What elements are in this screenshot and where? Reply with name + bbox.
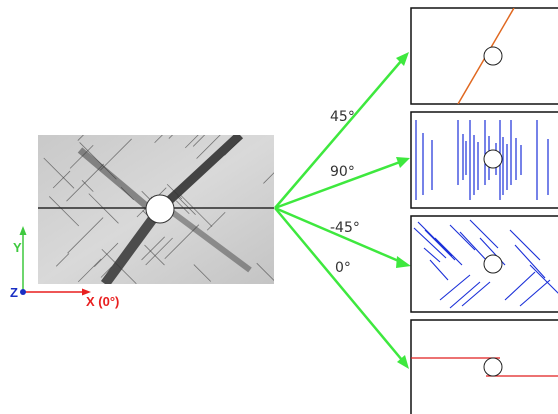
specimen-image	[38, 135, 274, 284]
blue-diagonal-crack	[449, 224, 476, 251]
blue-diagonal-crack	[429, 259, 449, 281]
blue-diagonal-crack	[439, 274, 471, 301]
crack-line	[141, 236, 165, 261]
blue-diagonal-crack	[449, 281, 481, 309]
dark-streak	[166, 206, 252, 273]
crack-line	[164, 224, 200, 260]
angle-label-45: 45°	[330, 109, 355, 125]
crack-line	[193, 264, 212, 282]
arrow-head-icon	[396, 256, 411, 268]
crack-texture	[43, 135, 274, 284]
dark-streak	[156, 135, 244, 213]
arrow-0	[274, 207, 403, 361]
crack-line	[94, 242, 119, 268]
crack-line	[263, 172, 274, 184]
crack-line	[48, 196, 80, 227]
crack-line	[100, 266, 112, 278]
blue-diagonal-cracks	[413, 219, 558, 309]
y-arrow-head-icon	[19, 226, 27, 235]
crack-line	[77, 258, 102, 283]
projection-arrows	[274, 52, 411, 369]
crack-line	[224, 139, 240, 156]
arrow-head-icon	[396, 52, 409, 66]
crack-line	[176, 195, 196, 215]
panel-hole	[483, 254, 503, 274]
dark-streak	[100, 206, 165, 284]
crack-line	[77, 135, 84, 141]
angle-label-90: 90°	[330, 164, 355, 180]
arrow-head-icon	[396, 157, 410, 168]
crack-line	[66, 163, 105, 202]
blue-diagonal-crack	[434, 237, 463, 266]
crack-line	[196, 135, 221, 159]
x-arrow-head-icon	[82, 288, 91, 296]
dark-streak	[77, 147, 153, 212]
crack-line	[79, 142, 117, 180]
axes-icon: Y Z X (0°)	[10, 226, 119, 309]
crack-line	[69, 144, 94, 169]
arrow-90	[274, 160, 401, 210]
crack-line	[100, 138, 132, 171]
crack-line	[184, 135, 199, 149]
y-axis-label: Y	[13, 240, 22, 255]
crack-line	[52, 170, 71, 189]
crack-line	[256, 262, 274, 282]
blue-diagonal-crack	[509, 229, 541, 261]
crack-line	[166, 183, 183, 200]
crack-line	[120, 186, 135, 201]
crack-line	[145, 237, 173, 266]
blue-diagonal-crack	[459, 231, 489, 263]
panel-hole	[483, 149, 503, 169]
crack-line	[81, 180, 94, 192]
panel-90	[410, 111, 558, 209]
panel-hole	[483, 357, 503, 377]
z-axis-label: Z	[10, 285, 18, 300]
blue-diagonal-crack	[423, 247, 441, 263]
panel-45	[410, 7, 558, 105]
blue-diagonal-crack	[424, 229, 456, 261]
crack-line	[180, 194, 213, 227]
panel-minus45	[410, 215, 558, 313]
arrow-45	[274, 59, 403, 209]
blue-diagonal-crack	[461, 281, 491, 307]
crack-line	[43, 157, 75, 189]
panel-0	[410, 319, 558, 414]
crack-line	[101, 248, 137, 284]
specimen-hole	[145, 194, 175, 224]
blue-diagonal-crack	[514, 244, 546, 279]
blue-diagonal-crack	[519, 279, 551, 307]
blue-diagonal-crack	[413, 227, 447, 259]
crack-line	[192, 135, 206, 147]
crack-line	[144, 244, 165, 266]
arrow-head-icon	[397, 355, 409, 369]
angle-label-minus45: -45°	[330, 220, 360, 236]
blue-diagonal-crack	[469, 219, 499, 249]
blue-diagonal-crack	[417, 221, 453, 257]
panel-hole	[483, 46, 503, 66]
crack-line	[206, 211, 226, 231]
x-axis-label: X (0°)	[86, 294, 119, 309]
crack-line	[67, 217, 104, 254]
crack-line	[55, 253, 70, 267]
crack-line	[168, 135, 174, 139]
z-axis-dot-icon	[20, 289, 26, 295]
blue-diagonal-crack	[529, 264, 558, 294]
blue-diagonal-crack	[504, 271, 536, 301]
angle-label-0: 0°	[335, 260, 351, 276]
crack-line	[154, 135, 163, 144]
arrow-minus45	[274, 206, 402, 264]
